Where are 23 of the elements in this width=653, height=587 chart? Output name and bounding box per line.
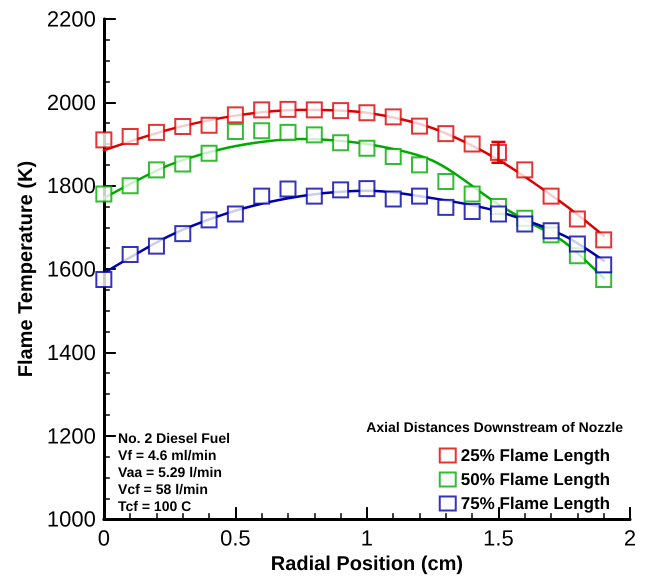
annotation: Vaa = 5.29 l/min: [118, 464, 222, 480]
annotation: Vcf = 58 l/min: [118, 481, 208, 497]
x-tick-label: 1.5: [483, 526, 514, 551]
annotation: Vf = 4.6 ml/min: [118, 447, 216, 463]
y-tick-label: 2200: [46, 6, 96, 32]
annotation: Tcf = 100 C: [118, 498, 192, 514]
x-axis-title: Radial Position (cm): [270, 553, 464, 575]
y-tick-label: 1000: [46, 506, 96, 532]
x-tick-label: 0: [98, 526, 110, 551]
legend-title: Axial Distances Downstream of Nozzle: [366, 419, 624, 435]
y-tick-label: 1800: [46, 173, 96, 198]
y-axis-title: Flame Temperature (K): [15, 160, 37, 378]
y-tick-label: 2000: [46, 90, 96, 115]
x-tick-label: 1: [360, 526, 374, 551]
x-tick-label: 2: [624, 526, 636, 551]
y-tick-label: 1200: [46, 423, 96, 448]
y-tick-label: 1600: [46, 256, 96, 282]
legend-label: 50% Flame Length: [460, 470, 610, 489]
x-tick-label: 0.5: [220, 526, 251, 551]
legend-label: 25% Flame Length: [460, 446, 610, 465]
legend-label: 75% Flame Length: [460, 494, 610, 513]
y-tick-label: 1400: [46, 340, 96, 365]
annotation: No. 2 Diesel Fuel: [118, 430, 230, 446]
